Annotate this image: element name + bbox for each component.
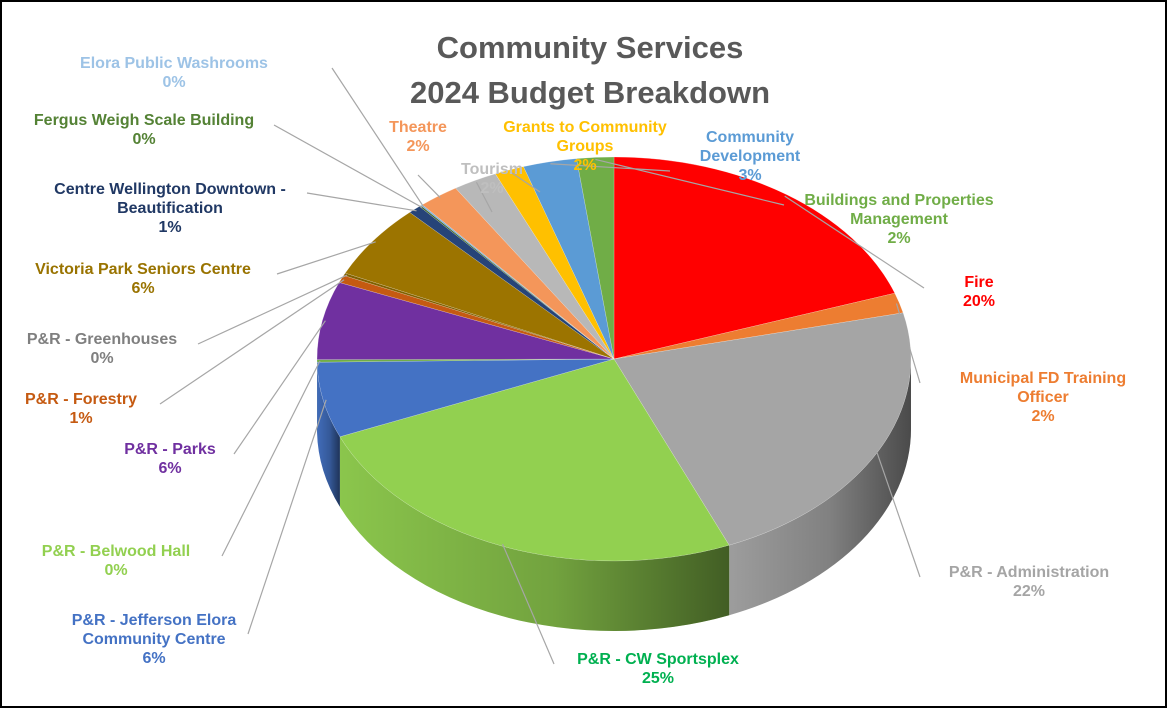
data-label-name-pandr-belwood-hall: P&R - Belwood Hall — [42, 543, 190, 560]
data-label-pct-centre-wellington-downtown-beautification: 1% — [158, 219, 181, 236]
data-label-pct-theatre: 2% — [406, 138, 429, 155]
data-label-pandr-jefferson-elora-community-centre: P&R - Jefferson Elora Community Centre 6% — [72, 612, 237, 667]
data-label-name-buildings-and-properties-management: Buildings and Properties — [804, 192, 993, 209]
data-label-pct-pandr-jefferson-elora-community-centre: 6% — [142, 650, 165, 667]
data-label-pct-pandr-parks: 6% — [158, 460, 181, 477]
data-label-pct-pandr-forestry: 1% — [69, 410, 92, 427]
data-label-name-grants-to-community-groups: Grants to Community — [503, 119, 667, 136]
data-label-pct-community-development: 3% — [738, 167, 761, 184]
chart-title-line-2: 2024 Budget Breakdown — [410, 75, 770, 110]
data-label-pct-victoria-park-seniors-centre: 6% — [131, 280, 154, 297]
data-label-pandr-greenhouses: P&R - Greenhouses 0% — [27, 331, 177, 367]
data-label-name-pandr-forestry: P&R - Forestry — [25, 391, 137, 408]
chart-title-line-1: Community Services — [437, 30, 744, 65]
leader-line-fergus-weigh-scale-building — [274, 125, 422, 207]
data-label-name-centre-wellington-downtown-beautification: Centre Wellington Downtown - — [54, 181, 286, 198]
data-label-name-buildings-and-properties-management: Management — [850, 211, 948, 228]
data-label-name-pandr-jefferson-elora-community-centre: P&R - Jefferson Elora — [72, 612, 237, 629]
data-label-municipal-fd-training-officer: Municipal FD Training Officer 2% — [960, 370, 1126, 425]
data-label-pct-buildings-and-properties-management: 2% — [887, 230, 910, 247]
data-label-pct-pandr-administration: 22% — [1013, 583, 1045, 600]
pie-top-faces — [317, 157, 911, 561]
data-label-fire: Fire 20% — [963, 274, 995, 310]
data-label-theatre: Theatre 2% — [389, 119, 447, 155]
leader-line-pandr-forestry — [160, 280, 344, 404]
data-label-name-tourism: Tourism — [461, 161, 523, 178]
data-label-name-theatre: Theatre — [389, 119, 447, 136]
data-label-name-pandr-jefferson-elora-community-centre: Community Centre — [82, 631, 225, 648]
data-label-pct-pandr-greenhouses: 0% — [90, 350, 113, 367]
data-label-pct-elora-public-washrooms: 0% — [162, 74, 185, 91]
data-label-centre-wellington-downtown-beautification: Centre Wellington Downtown - Beautificati… — [54, 181, 286, 236]
data-label-pandr-administration: P&R - Administration 22% — [949, 564, 1109, 600]
data-label-elora-public-washrooms: Elora Public Washrooms 0% — [80, 55, 268, 91]
data-label-pct-fire: 20% — [963, 293, 995, 310]
leader-line-theatre — [418, 175, 440, 198]
data-label-pct-pandr-belwood-hall: 0% — [104, 562, 127, 579]
data-label-pandr-cw-sportsplex: P&R - CW Sportsplex 25% — [577, 651, 739, 687]
data-label-name-community-development: Development — [700, 148, 801, 165]
data-label-pct-municipal-fd-training-officer: 2% — [1031, 408, 1054, 425]
data-label-name-community-development: Community — [706, 129, 794, 146]
data-label-victoria-park-seniors-centre: Victoria Park Seniors Centre 6% — [35, 261, 251, 297]
data-label-name-pandr-administration: P&R - Administration — [949, 564, 1109, 581]
data-label-name-pandr-greenhouses: P&R - Greenhouses — [27, 331, 177, 348]
data-label-pct-fergus-weigh-scale-building: 0% — [132, 131, 155, 148]
data-label-name-centre-wellington-downtown-beautification: Beautification — [117, 200, 223, 217]
leader-line-pandr-belwood-hall — [222, 361, 320, 556]
chart-title: Community Services 2024 Budget Breakdown — [410, 30, 770, 110]
data-label-name-fergus-weigh-scale-building: Fergus Weigh Scale Building — [34, 112, 254, 129]
data-label-name-victoria-park-seniors-centre: Victoria Park Seniors Centre — [35, 261, 251, 278]
data-label-name-grants-to-community-groups: Groups — [557, 138, 614, 155]
data-label-name-elora-public-washrooms: Elora Public Washrooms — [80, 55, 268, 72]
data-label-name-fire: Fire — [964, 274, 993, 291]
data-label-name-municipal-fd-training-officer: Officer — [1017, 389, 1069, 406]
data-label-name-pandr-parks: P&R - Parks — [124, 441, 216, 458]
data-label-pct-pandr-cw-sportsplex: 25% — [642, 670, 674, 687]
data-label-name-pandr-cw-sportsplex: P&R - CW Sportsplex — [577, 651, 739, 668]
leader-line-pandr-parks — [234, 321, 325, 454]
data-label-pandr-belwood-hall: P&R - Belwood Hall 0% — [42, 543, 190, 579]
data-label-pct-tourism: 2% — [480, 180, 503, 197]
data-label-pandr-forestry: P&R - Forestry 1% — [25, 391, 137, 427]
data-label-name-municipal-fd-training-officer: Municipal FD Training — [960, 370, 1126, 387]
data-label-fergus-weigh-scale-building: Fergus Weigh Scale Building 0% — [34, 112, 254, 148]
data-label-pct-grants-to-community-groups: 2% — [573, 157, 596, 174]
data-label-pandr-parks: P&R - Parks 6% — [124, 441, 216, 477]
leader-line-pandr-jefferson-elora-community-centre — [248, 400, 326, 634]
